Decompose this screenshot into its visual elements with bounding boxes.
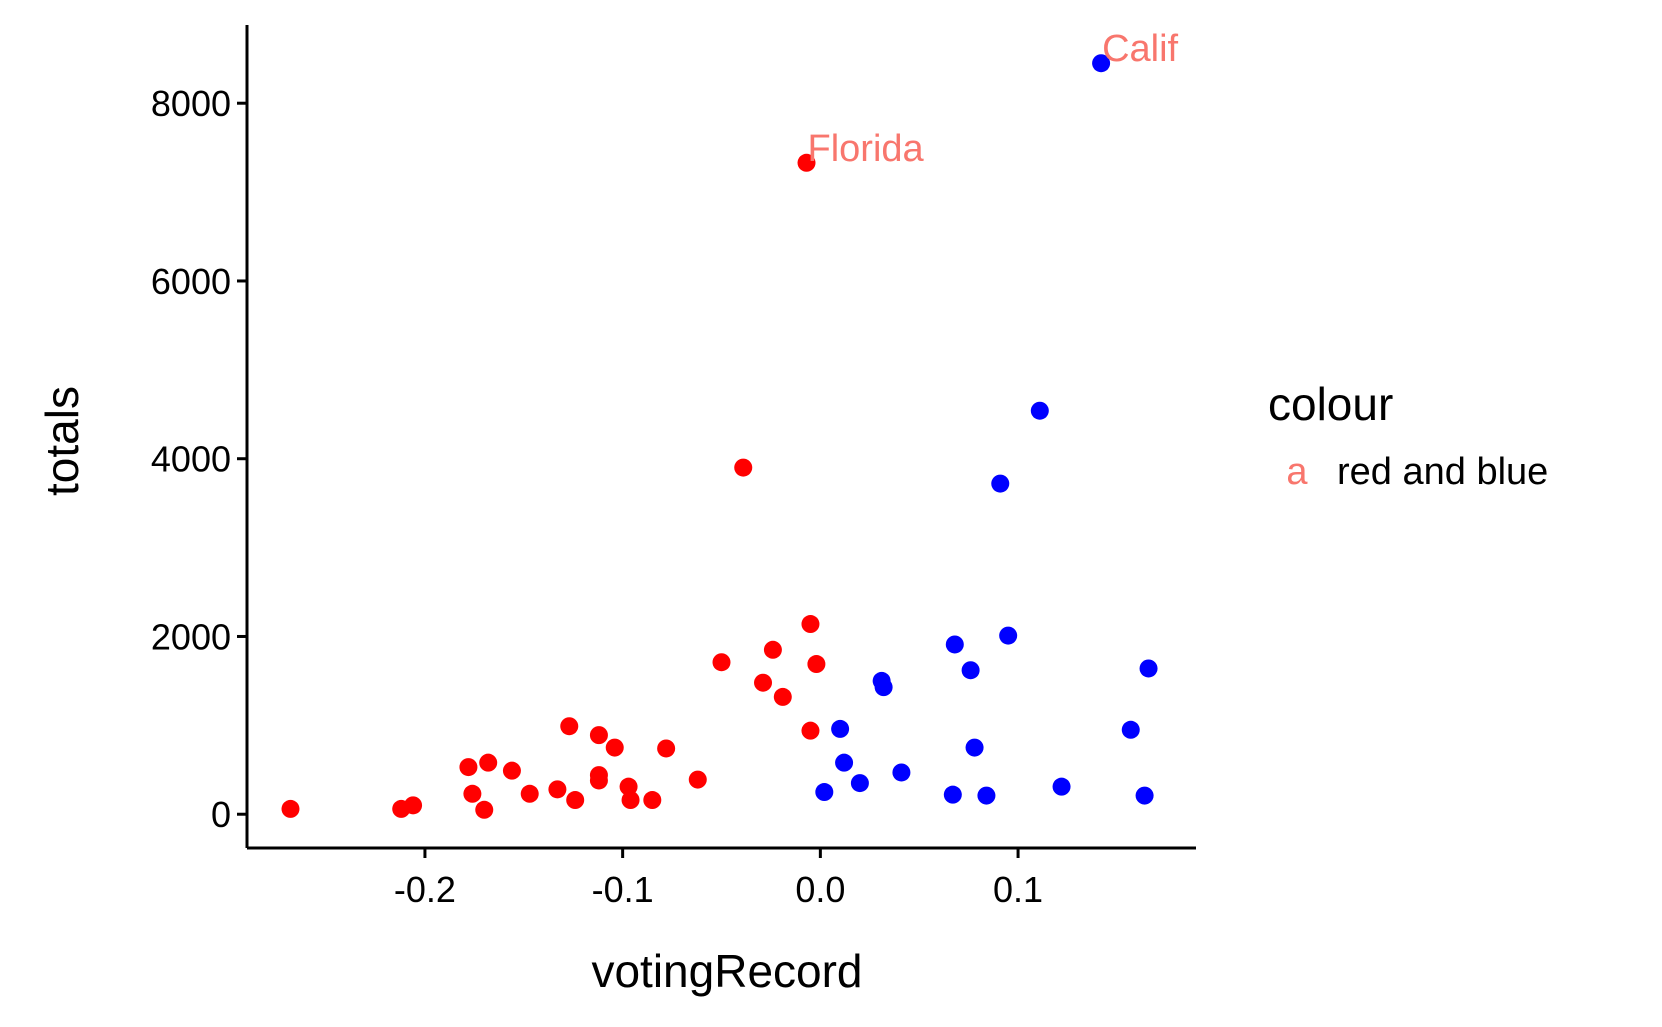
x-axis-title: votingRecord <box>591 945 862 997</box>
scatter-point <box>1139 659 1158 678</box>
scatter-point <box>404 796 423 815</box>
scatter-point <box>657 739 676 758</box>
scatter-point <box>712 653 731 672</box>
y-tick-label: 6000 <box>151 261 231 302</box>
scatter-point <box>801 721 820 740</box>
scatter-point <box>874 678 893 697</box>
scatter-point <box>977 786 996 805</box>
legend-title: colour <box>1268 378 1393 430</box>
point-annotation: Calif <box>1102 28 1178 70</box>
scatter-point <box>734 458 753 477</box>
x-axis-ticks: -0.2 -0.1 0.0 0.1 <box>394 848 1043 910</box>
scatter-point <box>1121 720 1140 739</box>
data-points <box>281 54 1158 819</box>
scatter-point <box>548 780 567 799</box>
point-annotation: Florida <box>808 128 925 170</box>
scatter-point <box>459 758 478 777</box>
scatter-point <box>621 791 640 810</box>
scatter-point <box>1030 401 1049 420</box>
scatter-point <box>892 763 911 782</box>
scatter-point <box>965 738 984 757</box>
legend-key-glyph: a <box>1286 451 1308 493</box>
scatter-point <box>754 673 773 692</box>
scatter-point <box>281 799 300 818</box>
scatter-point <box>999 626 1018 645</box>
legend: colour a red and blue <box>1268 378 1548 493</box>
scatter-point <box>560 717 579 736</box>
scatter-point <box>991 474 1010 493</box>
scatter-point <box>945 635 964 654</box>
scatter-point <box>1135 786 1154 805</box>
scatter-point <box>520 784 539 803</box>
scatter-point <box>797 153 816 172</box>
x-tick-label: 0.0 <box>795 869 845 910</box>
scatter-point <box>773 687 792 706</box>
scatter-point <box>763 640 782 659</box>
scatter-point <box>850 774 869 793</box>
scatter-point <box>807 655 826 674</box>
legend-label: red and blue <box>1337 451 1548 493</box>
scatter-point <box>589 771 608 790</box>
scatter-point <box>835 753 854 772</box>
scatter-point <box>479 753 498 772</box>
scatter-point <box>566 791 585 810</box>
scatter-point <box>619 777 638 796</box>
scatter-point <box>943 785 962 804</box>
scatter-point <box>463 784 482 803</box>
y-tick-label: 8000 <box>151 83 231 124</box>
scatter-point <box>502 761 521 780</box>
scatter-point <box>831 719 850 738</box>
scatter-point <box>643 791 662 810</box>
x-tick-label: 0.1 <box>993 869 1043 910</box>
x-tick-label: -0.2 <box>394 869 456 910</box>
y-tick-label: 0 <box>211 794 231 835</box>
y-axis-ticks: 0 2000 4000 6000 8000 <box>151 83 247 835</box>
scatter-point <box>1052 777 1071 796</box>
point-annotations: Calif Florida <box>808 28 1179 170</box>
scatter-point <box>475 800 494 819</box>
scatter-point <box>688 770 707 789</box>
scatter-point <box>815 783 834 802</box>
scatter-point <box>961 661 980 680</box>
scatter-point <box>801 615 820 634</box>
scatter-point <box>1092 54 1111 73</box>
y-tick-label: 4000 <box>151 439 231 480</box>
scatter-point <box>589 726 608 745</box>
y-tick-label: 2000 <box>151 616 231 657</box>
scatter-point <box>605 738 624 757</box>
y-axis-title: totals <box>36 386 88 496</box>
x-tick-label: -0.1 <box>592 869 654 910</box>
